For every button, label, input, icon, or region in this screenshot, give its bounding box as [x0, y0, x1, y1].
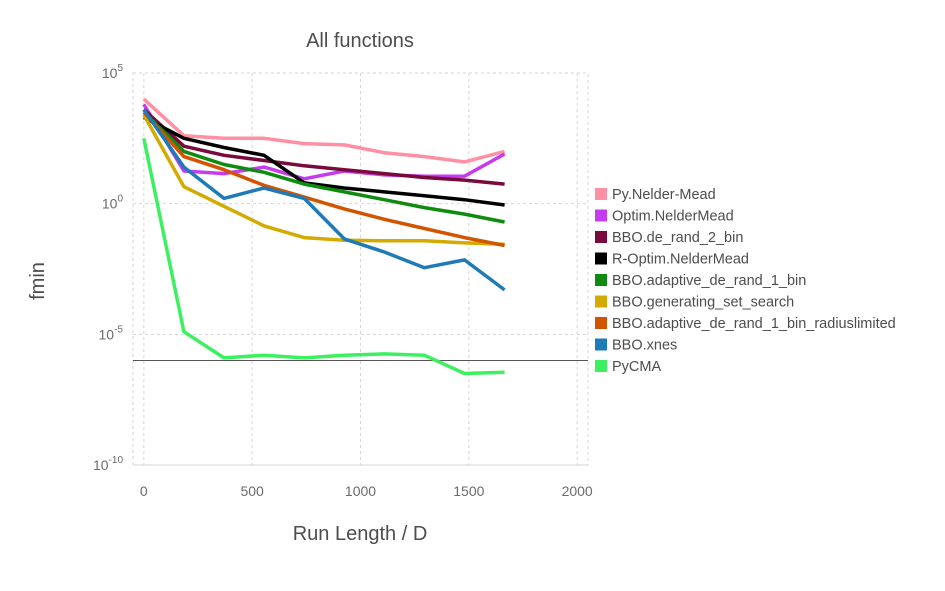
y-tick-label: 10-10 [93, 455, 123, 473]
y-ticks: 105 100 10-5 10-10 [93, 63, 123, 473]
x-tick-label: 2000 [562, 483, 593, 499]
legend-swatch [595, 295, 607, 308]
y-axis-label: fmin [27, 262, 49, 300]
chart-title: All functions [306, 30, 414, 52]
legend-label: Optim.NelderMead [612, 209, 734, 225]
legend-swatch [595, 252, 607, 265]
series-line-bbo-xnes [142, 108, 506, 292]
legend-swatch [595, 274, 607, 286]
x-tick-label: 1000 [345, 483, 376, 499]
legend-label: BBO.xnes [612, 338, 677, 354]
legend-swatch [595, 188, 607, 200]
series-line-bbo-adaptive-de-rand-1-bin [142, 110, 505, 224]
series-line-bbo-de-rand-2-bin [142, 108, 505, 186]
legend-label: BBO.de_rand_2_bin [612, 230, 743, 246]
y-tick-label: 10-5 [99, 324, 124, 342]
series-line-bbo-adaptive-de-rand-1-bin-radiuslimited [142, 111, 505, 248]
legend-swatch [595, 360, 607, 372]
legend-label: Py.Nelder-Mead [612, 187, 716, 203]
legend-swatch [595, 209, 607, 222]
legend-label: BBO.adaptive_de_rand_1_bin_radiuslimited [612, 316, 896, 332]
x-tick-label: 1500 [453, 483, 484, 499]
y-tick-label: 100 [102, 194, 124, 212]
grid [132, 72, 589, 466]
series-line-r-optim-neldermead [142, 115, 505, 207]
legend-label: PyCMA [612, 359, 661, 375]
legend-label: BBO.generating_set_search [612, 295, 794, 311]
series-line-optim-neldermead [142, 103, 506, 181]
y-tick-label: 105 [102, 63, 124, 81]
x-tick-label: 0 [140, 483, 148, 499]
legend-swatch [595, 231, 607, 243]
legend: Py.Nelder-Mead Optim.NelderMead BBO.de_ran… [595, 187, 896, 375]
series-line-pycma [142, 137, 505, 376]
legend-swatch [595, 317, 607, 329]
legend-label: BBO.adaptive_de_rand_1_bin [612, 273, 806, 289]
x-ticks: 0 500 1000 1500 2000 [140, 483, 593, 499]
legend-label: R-Optim.NelderMead [612, 252, 749, 268]
series-line-bbo-generating-set-search [142, 113, 505, 246]
legend-swatch [595, 338, 607, 351]
x-axis-label: Run Length / D [293, 523, 428, 545]
x-tick-label: 500 [240, 483, 264, 499]
series-lines [142, 97, 506, 376]
series-line-py-nelder-mead [142, 97, 506, 164]
plot-frame [132, 72, 589, 466]
